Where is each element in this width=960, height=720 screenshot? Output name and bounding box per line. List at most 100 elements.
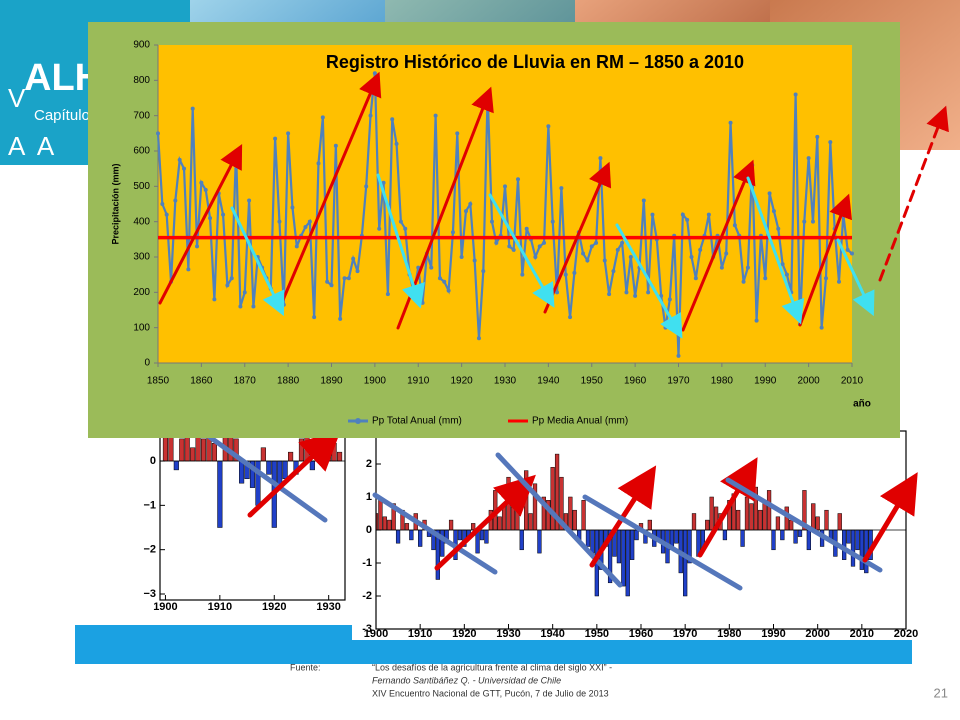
bar [740,529,745,547]
y-tick-label: 100 [133,322,150,333]
bar [621,529,626,587]
x-tick-label: 2000 [805,628,829,640]
point [806,156,811,161]
point [581,251,586,256]
legend-label: Pp Total Anual (mm) [372,416,462,427]
point [524,226,529,231]
point [572,270,577,275]
point [446,288,451,293]
point [221,212,226,217]
point [294,244,299,249]
point [242,290,247,295]
point [511,247,516,252]
chart-title: Registro Histórico de Lluvia en RM – 185… [326,52,744,72]
point [771,209,776,214]
y-tick-label: 2 [366,458,372,470]
point [706,212,711,217]
bar [793,529,798,544]
x-tick-label: 1910 [407,376,430,387]
bar [811,503,816,531]
bar [479,529,485,541]
point [164,212,169,217]
point [693,276,698,281]
point [776,226,781,231]
point [281,302,286,307]
point [628,255,633,259]
x-tick-label: 1860 [190,376,213,387]
bar [288,451,294,462]
trend-arrow [247,429,341,518]
point [394,141,399,146]
source-label: Fuente: [290,662,321,672]
point [659,293,664,298]
point [828,140,833,145]
point [229,276,234,281]
bar [266,460,272,475]
trend-arrow [376,173,425,309]
x-tick-label: 1930 [494,376,517,387]
bar [440,529,445,557]
bar [749,503,754,531]
bar [581,500,586,531]
bar [736,509,741,531]
trend-line [725,477,883,573]
bar [722,529,728,541]
point [724,251,729,256]
bar [497,516,502,531]
bar [616,529,622,564]
bar [744,496,750,531]
point [607,292,612,297]
trend-line [197,427,328,523]
point [333,143,338,148]
trend-arrow [697,457,758,558]
point [802,219,807,224]
point [247,198,252,203]
point [437,276,442,281]
y-tick-label: 1 [366,491,372,503]
point [520,272,525,277]
x-tick-label: 1990 [761,628,785,640]
x-tick-label: 1940 [537,376,560,387]
source-line: “Los desafíos de la agricultura frente a… [372,662,612,672]
point [368,113,373,118]
y-axis-label: Precipitación (mm) [110,163,120,244]
point [667,297,672,302]
x-tick-label: 1920 [452,628,476,640]
bar [758,509,763,531]
point [346,276,351,281]
header-letters: A A [8,131,55,161]
bar [789,519,794,531]
trend-arrow [681,159,756,332]
trend-arrow [836,238,875,317]
x-tick-label: 1900 [153,601,177,613]
point [589,244,594,249]
bar [418,529,423,547]
bar [409,529,414,541]
main-arrows [158,71,949,339]
point [203,187,208,192]
header-letter: V [8,83,26,113]
bar [590,529,595,554]
trend-arrows [197,427,918,591]
main-chart: Registro Histórico de Lluvia en RM – 185… [110,40,871,427]
point [850,251,854,256]
bar [842,529,847,560]
point [624,290,629,295]
point [173,198,178,203]
bar [709,496,714,531]
point [420,300,425,305]
bar [824,509,829,531]
point [251,304,256,309]
bar [260,447,266,462]
point [754,318,759,323]
point [750,163,755,168]
x-tick-label: 1900 [364,628,388,640]
bar [382,516,387,531]
point [463,209,468,214]
legend-label: Pp Media Anual (mm) [532,416,628,427]
point [793,92,798,97]
point [325,279,330,284]
point [398,219,403,224]
point [815,134,820,139]
